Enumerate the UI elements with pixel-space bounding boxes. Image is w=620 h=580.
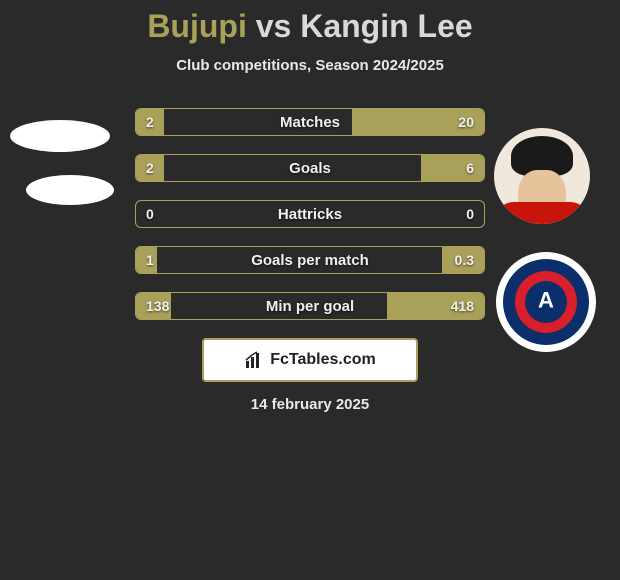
- stat-row: 10.3Goals per match: [135, 246, 485, 274]
- eiffel-icon: A: [538, 288, 554, 314]
- stat-row: 138418Min per goal: [135, 292, 485, 320]
- player-1-avatar-top: [10, 120, 110, 152]
- stat-label: Goals per match: [136, 247, 484, 273]
- subtitle: Club competitions, Season 2024/2025: [0, 57, 620, 74]
- title-vs: vs: [256, 8, 292, 44]
- chart-icon: [244, 350, 264, 370]
- stat-label: Hattricks: [136, 201, 484, 227]
- player-2-name: Kangin Lee: [300, 8, 472, 44]
- stat-label: Matches: [136, 109, 484, 135]
- avatar-shirt: [494, 202, 590, 224]
- player-1-avatar-bottom: [26, 175, 114, 205]
- stat-row: 220Matches: [135, 108, 485, 136]
- player-2-avatar: [494, 128, 590, 224]
- stat-row: 00Hattricks: [135, 200, 485, 228]
- psg-outer-ring: A: [503, 259, 589, 345]
- fctables-logo[interactable]: FcTables.com: [202, 338, 418, 382]
- stat-label: Goals: [136, 155, 484, 181]
- psg-inner: A: [525, 281, 567, 323]
- logo-text: FcTables.com: [270, 351, 376, 369]
- club-badge: A: [496, 252, 596, 352]
- page-title: Bujupi vs Kangin Lee: [0, 8, 620, 45]
- stats-block: 220Matches 26Goals 00Hattricks 10.3Goals pe…: [135, 108, 485, 320]
- psg-mid-ring: A: [515, 271, 577, 333]
- date-label: 14 february 2025: [0, 396, 620, 413]
- stat-label: Min per goal: [136, 293, 484, 319]
- stat-row: 26Goals: [135, 154, 485, 182]
- player-1-name: Bujupi: [147, 8, 247, 44]
